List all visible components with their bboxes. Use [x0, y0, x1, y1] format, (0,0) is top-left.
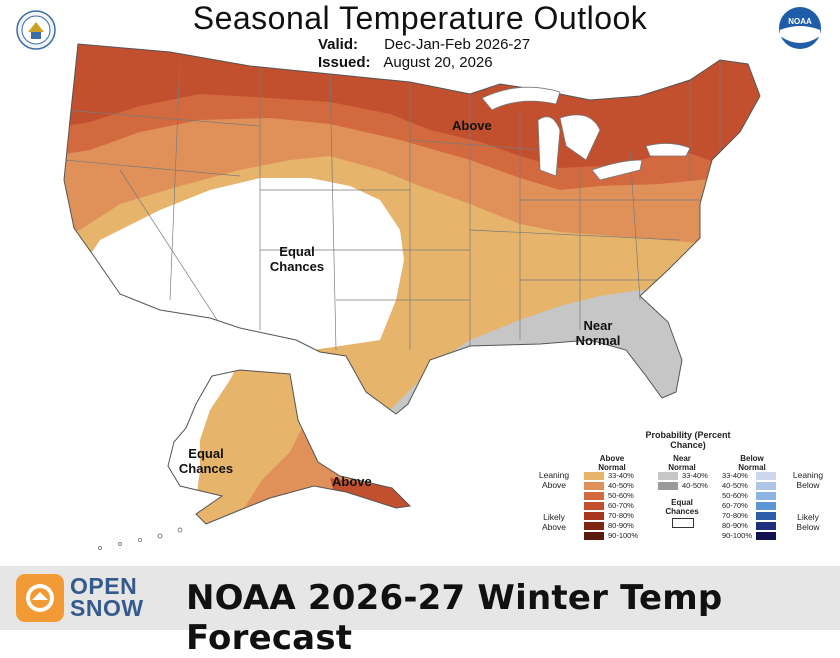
- page-title: Seasonal Temperature Outlook: [192, 0, 648, 36]
- legend-label-above: 33-40%: [608, 471, 634, 480]
- legend-label-below: 70-80%: [722, 511, 748, 520]
- legend-above-header: Above Normal: [598, 454, 626, 472]
- legend-label-above: 80-90%: [608, 521, 634, 530]
- outlook-map: [63, 43, 761, 550]
- legend-equal-chances: Equal Chances: [665, 498, 699, 516]
- equal-chances-west: [80, 178, 404, 352]
- legend-label-above: 60-70%: [608, 501, 634, 510]
- conus-shading: [64, 44, 760, 414]
- legend-label-near: 33-40%: [682, 471, 708, 480]
- legend-label-above: 40-50%: [608, 481, 634, 490]
- great-lakes: [481, 86, 691, 181]
- valid-label: Valid:: [318, 36, 359, 53]
- footer-headline: NOAA 2026-27 Winter Temp Forecast: [186, 578, 723, 658]
- legend-swatch-above: [584, 522, 604, 530]
- noaa-logo-text: NOAA: [788, 17, 812, 26]
- label-near-normal: Near Normal: [575, 318, 621, 348]
- legend-label-below: 50-60%: [722, 491, 748, 500]
- legend-swatch-above: [584, 472, 604, 480]
- legend-swatch-below: [756, 512, 776, 520]
- footer-banner: OPEN SNOW NOAA 2026-27 Winter Temp Forec…: [0, 566, 840, 658]
- aleutian-islands: [98, 527, 183, 550]
- state-borders: [64, 59, 721, 351]
- legend-likely-above: Likely Above: [541, 512, 567, 532]
- legend-swatch-below: [756, 492, 776, 500]
- legend-swatch-near: [658, 482, 678, 490]
- legend-label-below: 80-90%: [722, 521, 748, 530]
- legend-label-below: 40-50%: [722, 481, 748, 490]
- issued-label: Issued:: [318, 54, 371, 71]
- label-equal-chances-west: Equal Chances: [269, 244, 325, 274]
- legend-leaning-below: Leaning Below: [792, 470, 824, 490]
- legend-title: Probability (Percent Chance): [645, 430, 731, 450]
- legend-swatch-below: [756, 472, 776, 480]
- brand-name: OPEN SNOW: [70, 573, 144, 621]
- legend-swatch-above: [584, 532, 604, 540]
- brand-line-1: OPEN: [70, 573, 138, 599]
- alaska-outline: [167, 369, 412, 525]
- legend-swatch-above: [584, 492, 604, 500]
- legend-swatch-above: [584, 482, 604, 490]
- legend-swatch-above: [584, 502, 604, 510]
- legend-label-below: 60-70%: [722, 501, 748, 510]
- legend-likely-below: Likely Below: [796, 512, 820, 532]
- issued-line: Issued: August 20, 2026: [318, 54, 493, 71]
- opensnow-logo-icon: [16, 574, 64, 622]
- legend-label-below: 90-100%: [722, 531, 753, 540]
- legend-swatch-above: [584, 512, 604, 520]
- legend-label-above: 90-100%: [608, 531, 639, 540]
- doc-seal-icon: [16, 10, 56, 50]
- legend-leaning-above: Leaning Above: [538, 470, 570, 490]
- legend-swatch-below: [756, 502, 776, 510]
- legend-swatch-below: [756, 522, 776, 530]
- legend-swatch-equal: [672, 518, 694, 528]
- legend-label-above: 50-60%: [608, 491, 634, 500]
- legend-swatch-near: [658, 472, 678, 480]
- label-above-alaska: Above: [332, 474, 372, 489]
- valid-line: Valid: Dec-Jan-Feb 2026-27: [318, 36, 530, 53]
- brand-line-2: SNOW: [70, 595, 144, 621]
- legend-below-header: Below Normal: [738, 454, 766, 472]
- issued-value: August 20, 2026: [383, 54, 493, 71]
- legend-label-near: 40-50%: [682, 481, 708, 490]
- label-above-north: Above: [452, 118, 492, 133]
- noaa-logo-icon: NOAA: [779, 7, 821, 49]
- valid-value: Dec-Jan-Feb 2026-27: [384, 36, 531, 53]
- probability-legend: Probability (Percent Chance) Above Norma…: [532, 428, 832, 556]
- legend-swatch-below: [756, 532, 776, 540]
- legend-swatch-below: [756, 482, 776, 490]
- label-equal-chances-alaska: Equal Chances: [178, 446, 234, 476]
- legend-label-above: 70-80%: [608, 511, 634, 520]
- legend-near-header: Near Normal: [668, 454, 696, 472]
- legend-label-below: 33-40%: [722, 471, 748, 480]
